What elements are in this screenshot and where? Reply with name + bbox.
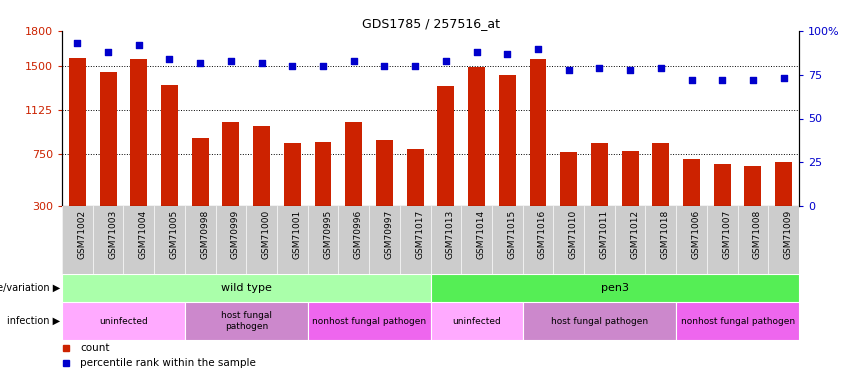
Text: host fungal pathogen: host fungal pathogen — [551, 316, 648, 326]
Text: GSM71010: GSM71010 — [568, 209, 578, 259]
Bar — [185, 302, 308, 340]
Point — [224, 58, 237, 64]
Text: nonhost fungal pathogen: nonhost fungal pathogen — [312, 316, 426, 326]
Bar — [431, 274, 799, 302]
Text: GSM71000: GSM71000 — [261, 209, 271, 259]
Bar — [468, 67, 485, 206]
Bar — [284, 143, 300, 206]
Bar — [560, 152, 577, 206]
Point — [592, 65, 606, 71]
Text: percentile rank within the sample: percentile rank within the sample — [81, 357, 256, 368]
Text: GSM70996: GSM70996 — [354, 209, 363, 259]
Text: GSM71015: GSM71015 — [507, 209, 517, 259]
Bar — [437, 86, 454, 206]
Point — [193, 60, 207, 66]
Text: GSM71004: GSM71004 — [139, 209, 148, 258]
Text: GSM71005: GSM71005 — [169, 209, 179, 259]
Bar — [591, 143, 608, 206]
Point — [470, 49, 483, 55]
Bar — [683, 159, 700, 206]
Text: uninfected: uninfected — [452, 316, 501, 326]
Text: genotype/variation ▶: genotype/variation ▶ — [0, 283, 60, 293]
Bar — [308, 302, 431, 340]
Bar — [431, 302, 523, 340]
Text: GSM71002: GSM71002 — [77, 209, 86, 258]
Bar — [677, 302, 799, 340]
Point — [562, 66, 575, 72]
Text: wild type: wild type — [220, 283, 271, 293]
Text: GSM70998: GSM70998 — [200, 209, 209, 259]
Point — [378, 63, 391, 69]
Text: host fungal
pathogen: host fungal pathogen — [220, 311, 271, 331]
Bar — [69, 58, 86, 206]
Text: GSM71016: GSM71016 — [538, 209, 547, 259]
Bar — [253, 126, 270, 206]
Point — [317, 63, 330, 69]
Point — [347, 58, 361, 64]
Text: GSM71018: GSM71018 — [661, 209, 670, 259]
Point — [623, 66, 637, 72]
Point — [500, 51, 514, 57]
Text: GSM71007: GSM71007 — [722, 209, 731, 259]
Point — [408, 63, 422, 69]
Text: GSM71011: GSM71011 — [599, 209, 608, 259]
Bar — [407, 149, 424, 206]
Point — [71, 40, 84, 46]
Bar — [653, 143, 669, 206]
Bar — [130, 59, 147, 206]
Point — [285, 63, 299, 69]
Text: GSM71006: GSM71006 — [692, 209, 700, 259]
Point — [132, 42, 146, 48]
Text: GSM71008: GSM71008 — [753, 209, 762, 259]
Point — [531, 45, 545, 51]
Text: GSM71014: GSM71014 — [477, 209, 486, 258]
Point — [439, 58, 453, 64]
Text: GSM70999: GSM70999 — [231, 209, 240, 259]
Title: GDS1785 / 257516_at: GDS1785 / 257516_at — [362, 17, 500, 30]
Text: GSM71013: GSM71013 — [446, 209, 454, 259]
Bar — [775, 162, 792, 206]
Point — [685, 77, 699, 83]
Text: pen3: pen3 — [601, 283, 629, 293]
Bar — [499, 75, 516, 206]
Bar — [745, 166, 762, 206]
Text: count: count — [81, 344, 110, 353]
Bar — [529, 59, 546, 206]
Bar — [523, 302, 677, 340]
Text: GSM71012: GSM71012 — [630, 209, 639, 258]
Bar — [62, 274, 431, 302]
Bar — [346, 122, 363, 206]
Point — [654, 65, 668, 71]
Text: GSM71001: GSM71001 — [292, 209, 301, 259]
Text: GSM70997: GSM70997 — [385, 209, 393, 259]
Text: uninfected: uninfected — [99, 316, 148, 326]
Point — [777, 75, 791, 81]
Bar — [714, 164, 731, 206]
Bar — [622, 151, 638, 206]
Text: infection ▶: infection ▶ — [7, 316, 60, 326]
Bar — [100, 72, 117, 206]
Text: GSM70995: GSM70995 — [323, 209, 332, 259]
Point — [254, 60, 268, 66]
Bar — [315, 142, 332, 206]
Point — [163, 56, 176, 62]
Text: GSM71003: GSM71003 — [108, 209, 117, 259]
Bar — [222, 122, 239, 206]
Bar — [161, 85, 178, 206]
Point — [101, 49, 115, 55]
Bar — [62, 302, 185, 340]
Bar — [191, 138, 208, 206]
Text: GSM71009: GSM71009 — [784, 209, 792, 259]
Point — [746, 77, 760, 83]
Text: nonhost fungal pathogen: nonhost fungal pathogen — [681, 316, 795, 326]
Text: GSM71017: GSM71017 — [415, 209, 424, 259]
Bar — [376, 140, 393, 206]
Point — [716, 77, 729, 83]
